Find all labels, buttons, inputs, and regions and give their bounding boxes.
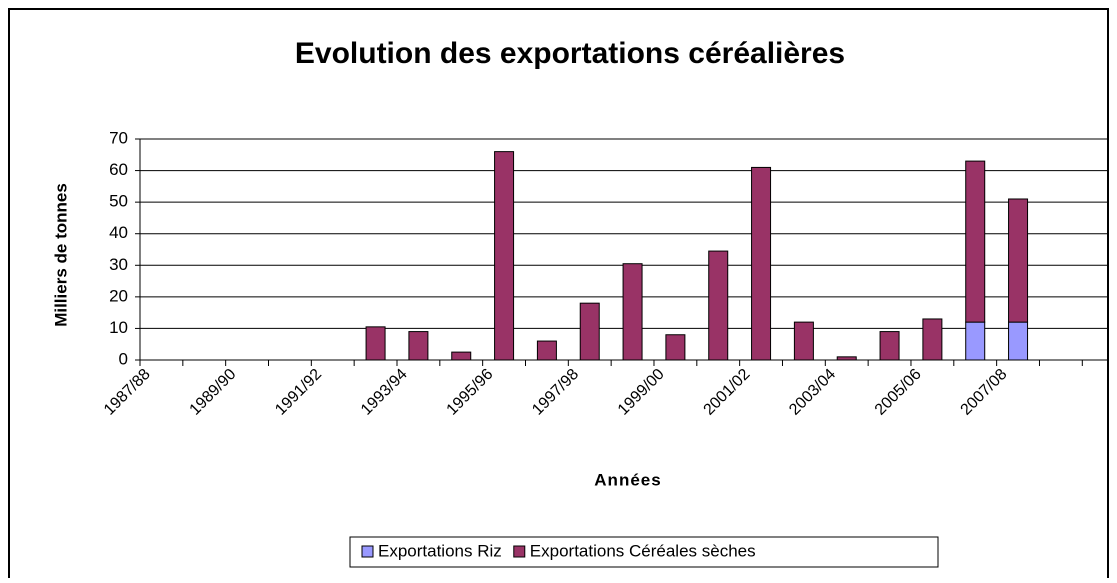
y-axis-label: Milliers de tonnes — [51, 183, 70, 327]
bar-segment — [1008, 198, 1029, 323]
y-tick-label: 60 — [109, 160, 128, 179]
bar-segment — [579, 302, 600, 361]
bar-segment — [1008, 321, 1029, 361]
legend-label: Exportations Riz — [378, 541, 502, 560]
y-tick-label: 0 — [119, 349, 128, 368]
bar-segment — [408, 331, 429, 361]
bar-segment — [965, 321, 986, 361]
bar-segment — [793, 321, 814, 361]
bar-segment — [965, 160, 986, 323]
bar-segment — [751, 166, 772, 361]
chart-frame — [8, 8, 1109, 583]
bar-segment — [365, 326, 386, 361]
bar-segment — [451, 351, 472, 361]
legend-swatch — [361, 545, 374, 558]
bar-segment — [922, 318, 943, 361]
bar-segment — [665, 334, 686, 361]
y-tick-label: 70 — [109, 128, 128, 147]
legend-box — [349, 536, 939, 568]
x-axis-label: Années — [594, 470, 661, 489]
bar-segment — [836, 356, 857, 361]
y-tick-label: 30 — [109, 255, 128, 274]
legend-label: Exportations Céréales sèches — [530, 541, 756, 560]
y-tick-label: 10 — [109, 318, 128, 337]
legend-swatch — [513, 545, 526, 558]
bar-segment — [622, 263, 643, 361]
bar-segment — [494, 151, 515, 361]
bar-segment — [536, 340, 557, 361]
y-tick-label: 20 — [109, 286, 128, 305]
y-tick-label: 40 — [109, 223, 128, 242]
bar-segment — [879, 331, 900, 361]
chart-title: Evolution des exportations céréalières — [295, 37, 845, 70]
bar-segment — [708, 250, 729, 361]
y-tick-label: 50 — [109, 192, 128, 211]
